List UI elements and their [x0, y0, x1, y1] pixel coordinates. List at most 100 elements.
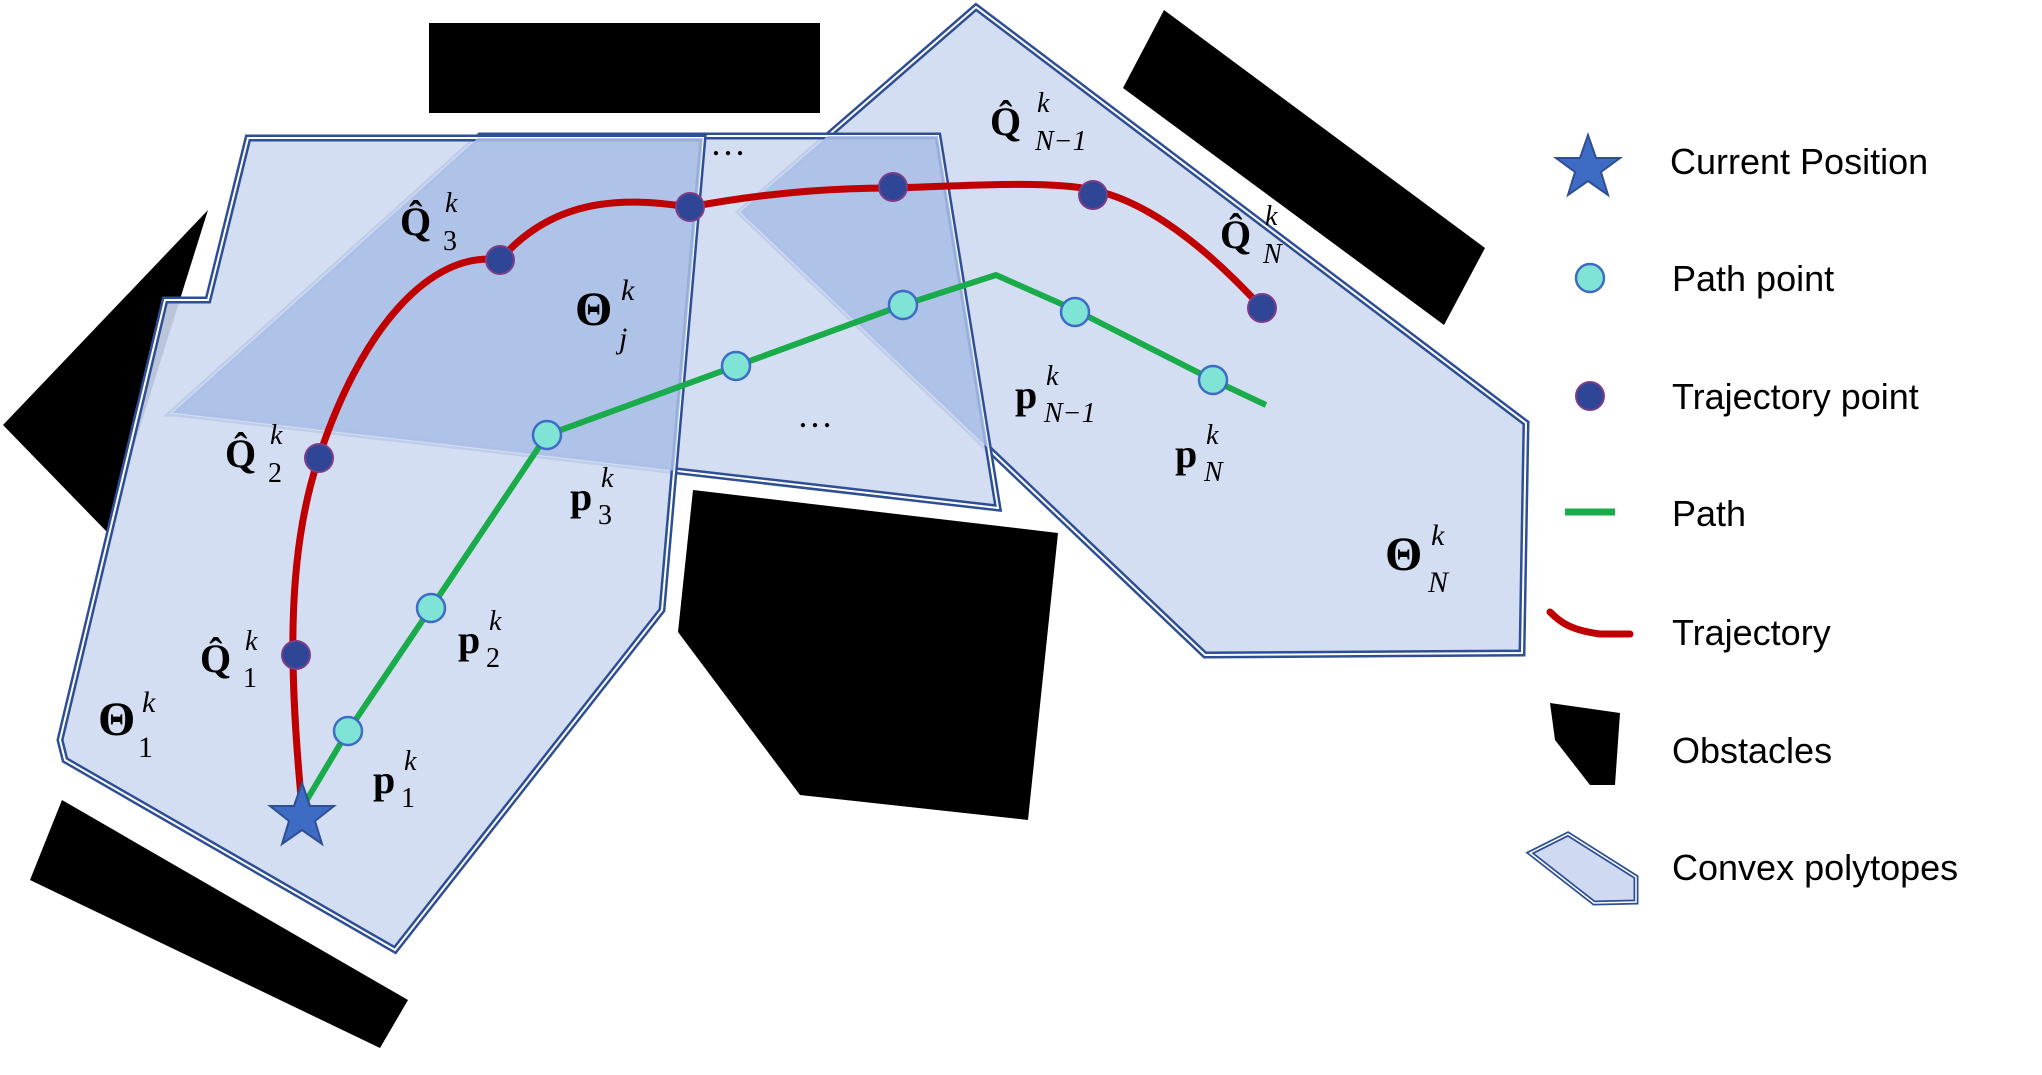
legend-item-trajectory: Trajectory	[1546, 608, 1831, 653]
svg-text:k: k	[621, 274, 635, 307]
svg-text:k: k	[601, 463, 614, 494]
path-point-1	[332, 715, 364, 747]
svg-text:1: 1	[401, 783, 415, 814]
svg-text:Q̂: Q̂	[990, 99, 1021, 144]
svg-text:1: 1	[138, 731, 153, 764]
legend-item-trajectory-point: Trajectory point	[1575, 376, 1919, 417]
trajectory-point-1	[281, 640, 311, 670]
svg-text:k: k	[270, 420, 283, 451]
legend-label-path-point: Path point	[1672, 258, 1834, 299]
svg-text:k: k	[245, 626, 258, 657]
svg-text:N−1: N−1	[1034, 126, 1087, 157]
svg-text:k: k	[1046, 361, 1059, 392]
svg-text:k: k	[1431, 519, 1445, 552]
svg-text:2: 2	[486, 643, 500, 674]
label-p-N: p k N	[1175, 420, 1224, 488]
svg-text:N: N	[1262, 239, 1283, 270]
path-point-icon	[1574, 262, 1606, 294]
legend-item-convex-polytopes: Convex polytopes	[1525, 831, 1958, 906]
svg-text:Θ: Θ	[98, 693, 135, 746]
svg-text:3: 3	[443, 226, 457, 257]
svg-text:3: 3	[598, 500, 612, 531]
svg-text:k: k	[445, 188, 458, 219]
path-line	[299, 272, 1268, 810]
legend-item-current-position: Current Position	[1552, 131, 1928, 198]
label-p-2: p k 2	[458, 606, 502, 674]
trajectory-point-4	[675, 192, 705, 222]
legend-label-current-position: Current Position	[1670, 141, 1928, 182]
label-theta-1: Θ k 1	[98, 686, 156, 764]
svg-text:Θ: Θ	[1385, 528, 1422, 581]
obstacle-center	[678, 490, 1058, 820]
legend-label-obstacles: Obstacles	[1672, 730, 1832, 771]
trajectory-point-icon	[1575, 381, 1605, 411]
obstacles	[3, 10, 1485, 1048]
label-p-3: p k 3	[570, 463, 614, 531]
legend-item-obstacles: Obstacles	[1550, 703, 1832, 785]
label-p-N-minus-1: p k N−1	[1015, 361, 1096, 429]
path-points	[332, 289, 1229, 747]
label-Q-N: Q̂ k N	[1220, 201, 1283, 270]
trajectory-point-3	[485, 245, 515, 275]
svg-text:p: p	[1175, 431, 1197, 476]
trajectory-point-2	[304, 443, 334, 473]
svg-text:k: k	[489, 606, 502, 637]
ellipsis-top: …	[710, 123, 746, 163]
label-theta-j: Θ k j	[575, 274, 635, 355]
trajectory-curve-icon	[1546, 608, 1634, 638]
legend-label-path: Path	[1672, 493, 1746, 534]
obstacle-top-right	[1123, 10, 1485, 325]
legend: Current Position Path point Trajectory p…	[1525, 131, 1958, 906]
path-point-4	[720, 350, 752, 382]
legend-item-path: Path	[1565, 493, 1746, 534]
svg-text:k: k	[142, 686, 156, 719]
obstacle-top	[429, 23, 820, 113]
trajectory-point-N	[1247, 293, 1277, 323]
legend-label-trajectory: Trajectory	[1672, 612, 1831, 653]
svg-text:Q̂: Q̂	[225, 431, 256, 476]
svg-text:Q̂: Q̂	[1220, 212, 1251, 257]
obstacle-bottom-left	[30, 800, 408, 1048]
trajectory-points	[281, 172, 1277, 670]
polytopes	[56, 2, 1530, 955]
obstacle-icon	[1550, 703, 1620, 785]
trajectory-point-N-minus-1	[1078, 180, 1108, 210]
svg-text:p: p	[570, 474, 592, 519]
label-Q-N-minus-1: Q̂ k N−1	[990, 88, 1087, 157]
svg-text:k: k	[1206, 420, 1219, 451]
svg-text:Θ: Θ	[575, 283, 612, 336]
path-point-N	[1197, 364, 1229, 396]
trajectory-point-5	[878, 172, 908, 202]
svg-text:p: p	[373, 757, 395, 802]
svg-text:k: k	[404, 746, 417, 777]
svg-text:N: N	[1203, 457, 1224, 488]
path-point-2	[415, 592, 447, 624]
label-Q-1: Q̂ k 1	[200, 626, 258, 694]
legend-item-path-point: Path point	[1574, 258, 1834, 299]
path-point-5	[887, 289, 919, 321]
svg-text:N−1: N−1	[1043, 398, 1096, 429]
star-icon	[1552, 131, 1624, 198]
svg-text:N: N	[1427, 566, 1450, 599]
svg-text:2: 2	[268, 458, 282, 489]
svg-text:Q̂: Q̂	[200, 636, 231, 681]
current-position-star	[267, 779, 337, 847]
legend-label-trajectory-point: Trajectory point	[1672, 376, 1919, 417]
svg-text:p: p	[1015, 372, 1037, 417]
label-p-1: p k 1	[373, 746, 417, 814]
ellipsis-middle: …	[797, 395, 833, 435]
path-point-3	[531, 419, 563, 451]
svg-text:Q̂: Q̂	[400, 199, 431, 244]
svg-text:k: k	[1265, 201, 1278, 232]
overlap-theta1-thetaj	[172, 138, 703, 508]
path-point-N-minus-1	[1059, 296, 1091, 328]
obstacle-left	[3, 210, 208, 532]
label-theta-N: Θ k N	[1385, 519, 1450, 599]
svg-text:j: j	[615, 322, 627, 355]
label-Q-3: Q̂ k 3	[400, 188, 458, 257]
label-Q-2: Q̂ k 2	[225, 420, 283, 489]
legend-label-convex-polytopes: Convex polytopes	[1672, 847, 1958, 888]
svg-text:p: p	[458, 617, 480, 662]
